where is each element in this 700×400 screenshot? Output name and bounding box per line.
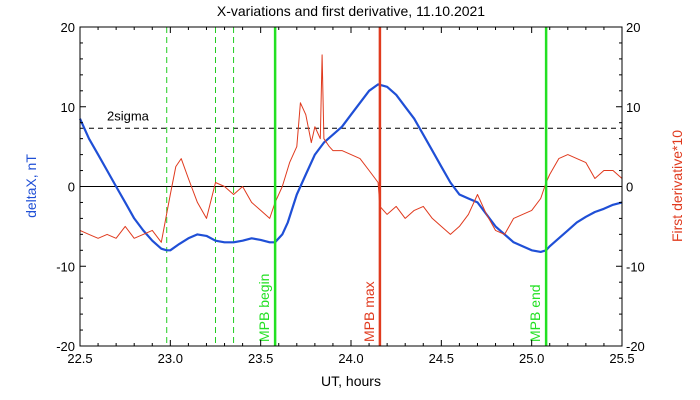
x-axis: 22.5 23.0 23.5 24.0 24.5 25.0 25.5 <box>67 27 635 366</box>
y-tick-label-left: 10 <box>61 100 75 115</box>
series-line-derivative <box>79 54 623 243</box>
y-axis-right: 20 10 0 -10 -20 <box>616 20 645 354</box>
series-line-deltaX <box>78 83 623 253</box>
x-tick-label: 24.5 <box>429 351 454 366</box>
mpb-label-1: MPB begin <box>256 274 272 342</box>
y-tick-label-right: 0 <box>626 180 633 195</box>
mpb-label-2: MPB max <box>361 281 377 342</box>
y-tick-label-left: -20 <box>56 339 75 354</box>
x-axis-label: UT, hours <box>321 373 381 389</box>
y-tick-label-right: -20 <box>626 339 645 354</box>
y-tick-label-left: 0 <box>68 180 75 195</box>
y-axis-label-left: deltaX, nT <box>23 154 39 218</box>
x-tick-label: 25.5 <box>609 351 634 366</box>
y-axis-label-right: First derivative*10 <box>669 130 685 242</box>
x-tick-label: 23.5 <box>248 351 273 366</box>
mpb-label-3: MPB end <box>527 284 543 342</box>
x-tick-label: 25.0 <box>519 351 544 366</box>
x-tick-label: 22.5 <box>67 351 92 366</box>
plot-area: 2sigma MPB begin MPB max MPB end <box>78 27 623 346</box>
y-tick-label-right: 20 <box>626 20 640 35</box>
y-tick-label-left: 20 <box>61 20 75 35</box>
y-axis-left: 20 10 0 -10 -20 <box>56 20 86 354</box>
y-tick-label-right: -10 <box>626 259 645 274</box>
chart-title: X-variations and first derivative, 11.10… <box>217 3 485 19</box>
y-tick-label-left: -10 <box>56 259 75 274</box>
x-tick-label: 24.0 <box>338 351 363 366</box>
x-tick-label: 23.0 <box>158 351 183 366</box>
threshold-label: 2sigma <box>107 108 150 123</box>
y-tick-label-right: 10 <box>626 100 640 115</box>
